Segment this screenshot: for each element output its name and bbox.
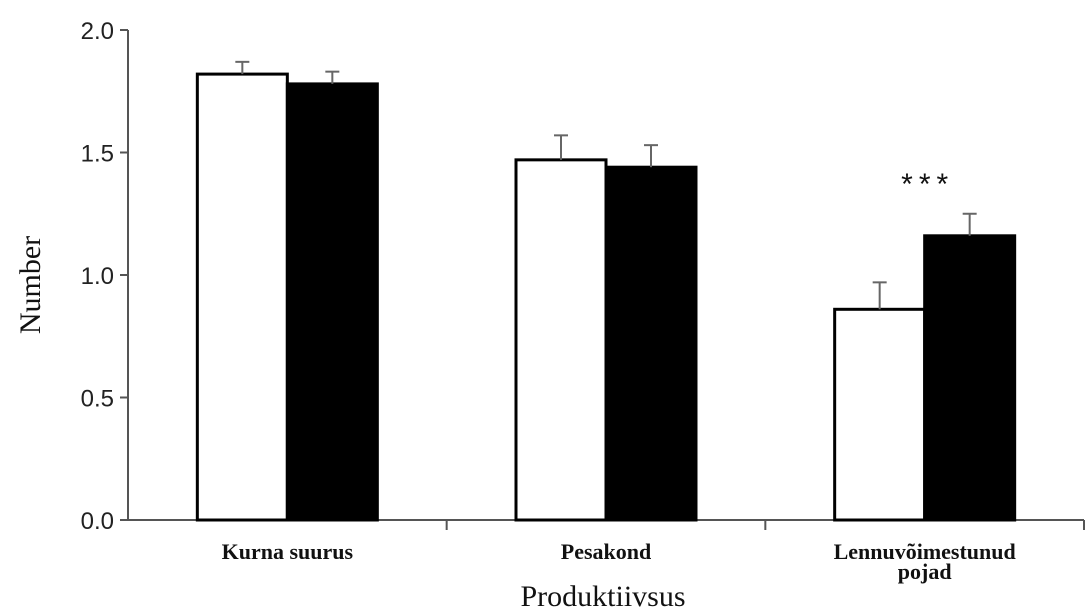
x-tick-label: Kurna suurus xyxy=(222,539,354,564)
significance-annotation: *** xyxy=(901,168,954,201)
bar xyxy=(285,82,379,522)
error-bars xyxy=(235,60,977,310)
y-tick-label: 1.5 xyxy=(81,141,114,168)
y-axis: 0.0 0.5 1.0 1.5 2.0 xyxy=(81,18,129,535)
bar xyxy=(833,307,927,522)
bar xyxy=(604,165,698,522)
x-axis-title: Produktiivsus xyxy=(520,580,685,613)
y-tick-label: 2.0 xyxy=(81,18,114,45)
bar xyxy=(923,234,1017,522)
labels: Kurna suurus Pesakond Lennuvõimestunudpoja… xyxy=(222,168,1016,584)
bar xyxy=(195,72,289,522)
y-axis-title: Number xyxy=(14,236,47,334)
bars xyxy=(195,72,1017,522)
y-tick-label: 1.0 xyxy=(81,263,114,290)
bar xyxy=(514,158,608,522)
x-tick-label: pojad xyxy=(898,559,952,584)
x-tick-label: Lennuvõimestunud xyxy=(834,539,1016,564)
y-tick-label: 0.0 xyxy=(81,508,114,535)
x-tick-label: Pesakond xyxy=(561,539,651,564)
y-tick-label: 0.5 xyxy=(81,386,114,413)
